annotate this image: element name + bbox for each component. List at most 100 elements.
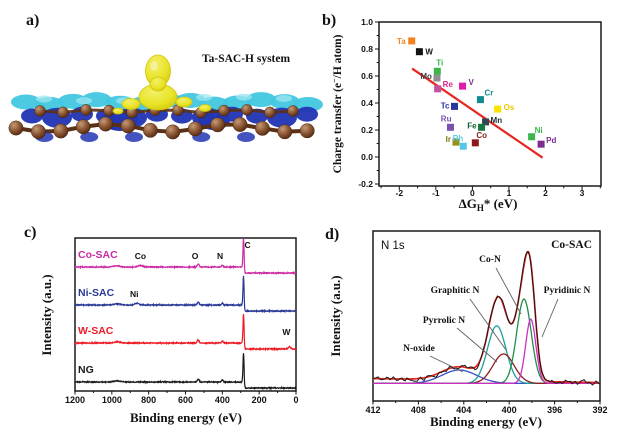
panel-a-structure-image	[8, 54, 323, 142]
x-tick-label: 2	[543, 188, 548, 198]
y-tick-label: 1.0	[361, 17, 373, 27]
graphitic-n-peak	[373, 325, 599, 385]
point-label-tc: Tc	[441, 101, 450, 110]
cyan-highlight-lobe	[196, 93, 212, 101]
ni-sac-trace-label: Ni-SAC	[78, 287, 115, 299]
carbon-atom	[299, 123, 315, 139]
point-fe	[478, 123, 486, 131]
point-label-mo: Mo	[420, 72, 432, 81]
carbon-atom	[31, 124, 46, 140]
point-tc	[450, 102, 458, 110]
point-ti	[433, 67, 441, 75]
panel-c-xps-survey-chart: 1200 1000 800 600 400 200 0 Co-SAC Ni-SAC W-SAC NG…	[39, 237, 299, 425]
carbon-atom	[241, 104, 253, 116]
leader-line	[456, 327, 498, 363]
y-tick-label: 0.0	[361, 152, 373, 162]
annotation-co-n: Co-N	[479, 255, 501, 265]
cyan-highlight-lobe	[76, 97, 92, 105]
carbon-atom	[98, 116, 114, 132]
element-label-n: N	[217, 251, 223, 261]
point-label-ta: Ta	[397, 37, 406, 46]
x-tick-label: 400	[215, 395, 230, 405]
ng-trace	[74, 353, 297, 391]
point-co	[471, 139, 479, 147]
leader-line	[429, 355, 464, 373]
yellow-lobe	[175, 96, 193, 108]
carbon-atom	[8, 120, 24, 136]
panel-b-scatter-chart: -2 -1 0 1 2 3 1.0 0.8 0.6 0.4 0.2 0.0 -0.2 Ta WTi Mo Re V…	[330, 17, 602, 213]
panel-b-letter: b)	[322, 12, 337, 29]
cyan-lobe	[81, 92, 112, 108]
x-tick-label: 3	[580, 188, 585, 198]
x-tick-label: 800	[141, 395, 156, 405]
point-label-v: V	[469, 78, 475, 87]
cyan-highlight-lobe	[276, 94, 292, 102]
point-ir	[452, 138, 460, 146]
y-axis-label: Intensity (a.u.)	[39, 274, 54, 355]
point-label-co: Co	[476, 131, 487, 140]
element-label-w: W	[282, 327, 291, 337]
carbon-atom	[277, 124, 293, 140]
pyridinic-n-peak	[373, 317, 599, 385]
carbon-atom	[287, 105, 299, 117]
point-label-ir: Ir	[446, 135, 451, 144]
point-os	[494, 105, 502, 113]
yellow-lobe	[198, 104, 212, 112]
cyan-lobe	[246, 92, 276, 108]
leader-line	[469, 298, 507, 351]
w-sac-trace	[74, 313, 297, 352]
point-label-w: W	[425, 48, 433, 57]
leader-line	[495, 267, 522, 315]
x-tick-label: -2	[396, 188, 404, 198]
carbon-atom	[34, 105, 46, 117]
point-ru	[446, 123, 454, 131]
panel-a-letter: a)	[26, 12, 40, 29]
x-tick-label: 412	[365, 405, 380, 415]
y-axis-label: Intensity (a.u.)	[328, 275, 343, 356]
point-label-ni: Ni	[535, 126, 543, 135]
point-ta	[408, 37, 416, 45]
x-axis-label: ΔGH* (eV)	[459, 196, 518, 213]
annotation-pyrrolic-n: Pyrrolic N	[423, 316, 465, 326]
w-sac-trace-label: W-SAC	[78, 325, 114, 337]
x-tick-label: 1	[507, 188, 512, 198]
cyan-highlight-lobe	[36, 95, 52, 103]
x-tick-label: 392	[592, 405, 607, 415]
leader-line	[541, 298, 559, 338]
point-label-cr: Cr	[484, 89, 493, 98]
trend-line	[411, 67, 544, 159]
yellow-lobe	[121, 98, 141, 110]
point-label-rh: Rh	[453, 134, 464, 143]
x-tick-label: 404	[456, 405, 471, 415]
y-tick-label: 0.6	[361, 71, 373, 81]
x-axis-label: Binding energy (eV)	[130, 410, 242, 425]
co-sac-trace	[74, 238, 297, 276]
point-w	[415, 48, 423, 56]
x-tick-label: 1200	[65, 395, 85, 405]
point-label-ti: Ti	[436, 58, 443, 67]
carbon-atom	[165, 124, 181, 140]
x-tick-label: 400	[502, 405, 517, 415]
x-tick-label: 200	[252, 395, 267, 405]
raw-data-trace	[372, 250, 600, 386]
x-tick-label: -1	[432, 188, 440, 198]
y-tick-label: 0.4	[361, 98, 373, 108]
point-ni	[528, 133, 536, 141]
yellow-lobe	[112, 107, 124, 115]
carbon-atom	[80, 104, 92, 116]
point-rh	[459, 142, 467, 150]
point-label-ru: Ru	[441, 114, 452, 123]
carbon-atom	[218, 104, 230, 117]
point-label-mn: Mn	[491, 116, 503, 125]
point-mn	[482, 118, 490, 126]
cyan-lobe	[11, 94, 41, 110]
y-axis-label: Charge transfer (e−/H atom)	[330, 34, 344, 173]
y-tick-label: -0.2	[358, 179, 373, 189]
x-tick-label: 0	[470, 188, 475, 198]
blue-lobe	[80, 132, 99, 142]
carbon-atom	[232, 117, 248, 132]
point-label-pd: Pd	[546, 136, 556, 145]
panel-d-letter: d)	[325, 226, 340, 243]
annotation-graphitic-n: Graphitic N	[431, 286, 480, 296]
carbon-atom	[254, 120, 270, 136]
